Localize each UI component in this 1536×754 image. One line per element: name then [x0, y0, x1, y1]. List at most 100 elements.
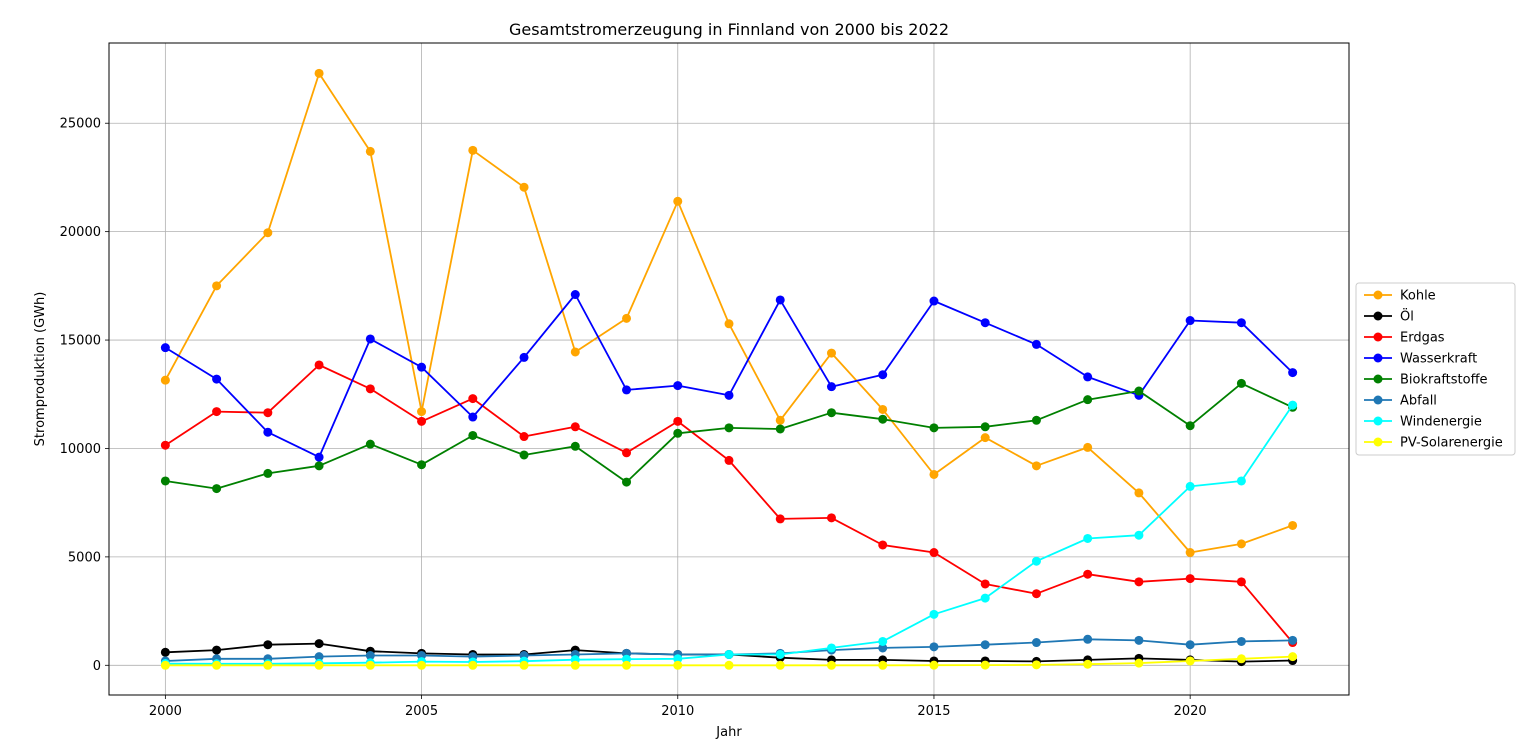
legend-label: Abfall — [1400, 394, 1437, 409]
plot-frame — [108, 42, 1350, 696]
data-point — [1288, 400, 1298, 410]
data-point — [878, 414, 888, 424]
data-point — [724, 660, 734, 670]
data-point — [263, 468, 273, 478]
data-point — [1134, 658, 1144, 668]
data-point — [724, 423, 734, 433]
x-ticks: 2000 2005 2010 2015 2020 — [149, 695, 1207, 719]
data-point — [1236, 539, 1246, 549]
legend-swatch-marker — [1373, 332, 1383, 342]
data-point — [724, 649, 734, 659]
data-point — [673, 196, 683, 206]
data-point — [314, 452, 324, 462]
data-point — [724, 390, 734, 400]
legend: Kohle Öl Erdgas Wasserkraft Biokraftstoffe Ab… — [1355, 282, 1516, 456]
data-point — [673, 381, 683, 391]
data-point — [160, 343, 170, 353]
legend-label: Windenergie — [1400, 415, 1482, 430]
data-point — [826, 382, 836, 392]
data-point — [314, 360, 324, 370]
legend-item: Wasserkraft — [1364, 352, 1477, 367]
data-point — [1083, 533, 1093, 543]
series-wasserkraft — [160, 290, 1298, 462]
data-point — [673, 428, 683, 438]
data-point — [365, 334, 375, 344]
data-point — [570, 660, 580, 670]
data-point — [1185, 316, 1195, 326]
data-point — [417, 362, 427, 372]
data-point — [212, 407, 222, 417]
series-pv-solarenergie — [160, 652, 1298, 670]
legend-swatch-marker — [1373, 353, 1383, 363]
gridlines — [109, 43, 1349, 695]
data-point — [417, 660, 427, 670]
data-point — [1185, 481, 1195, 491]
data-point — [1185, 574, 1195, 584]
data-point — [468, 394, 478, 404]
legend-item: Öl — [1364, 308, 1414, 325]
y-tick-label: 20000 — [60, 225, 101, 240]
data-point — [468, 412, 478, 422]
data-point — [570, 347, 580, 357]
data-point — [1236, 378, 1246, 388]
x-tick-label: 2015 — [917, 704, 950, 719]
data-point — [1083, 442, 1093, 452]
data-point — [314, 68, 324, 78]
data-point — [826, 643, 836, 653]
data-point — [263, 228, 273, 238]
y-axis-label: Stromproduktion (GWh) — [33, 292, 48, 447]
y-tick-label: 25000 — [60, 117, 101, 132]
data-point — [314, 461, 324, 471]
data-point — [212, 484, 222, 494]
data-point — [775, 424, 785, 434]
data-point — [570, 422, 580, 432]
legend-item: PV-Solarenergie — [1364, 436, 1503, 451]
data-point — [1236, 476, 1246, 486]
data-point — [878, 370, 888, 380]
data-point — [1031, 415, 1041, 425]
series-group — [160, 68, 1298, 670]
data-point — [468, 660, 478, 670]
data-point — [365, 660, 375, 670]
data-point — [160, 647, 170, 657]
data-point — [980, 593, 990, 603]
data-point — [570, 441, 580, 451]
series-line — [164, 364, 1294, 644]
data-point — [929, 296, 939, 306]
y-ticks: 0 5000 10000 15000 20000 25000 — [60, 117, 109, 674]
data-point — [1083, 659, 1093, 669]
data-point — [570, 290, 580, 300]
x-tick-label: 2020 — [1174, 704, 1207, 719]
data-point — [929, 660, 939, 670]
data-point — [365, 439, 375, 449]
x-tick-label: 2005 — [405, 704, 438, 719]
data-point — [417, 407, 427, 417]
series-erdgas — [160, 360, 1298, 648]
data-point — [929, 423, 939, 433]
data-point — [929, 642, 939, 652]
data-point — [1288, 635, 1298, 645]
data-point — [1185, 640, 1195, 650]
data-point — [929, 469, 939, 479]
data-point — [314, 639, 324, 649]
data-point — [775, 660, 785, 670]
data-point — [365, 651, 375, 661]
data-point — [622, 385, 632, 395]
data-point — [468, 430, 478, 440]
legend-swatch-marker — [1373, 311, 1383, 321]
data-point — [1236, 577, 1246, 587]
data-point — [1236, 654, 1246, 664]
data-point — [1134, 577, 1144, 587]
series-kohle — [160, 68, 1298, 558]
legend-label: Wasserkraft — [1400, 352, 1477, 367]
data-point — [160, 476, 170, 486]
data-point — [724, 319, 734, 329]
data-point — [314, 660, 324, 670]
data-point — [622, 477, 632, 487]
data-point — [519, 182, 529, 192]
data-point — [878, 660, 888, 670]
data-point — [519, 660, 529, 670]
legend-item: Windenergie — [1364, 415, 1482, 430]
data-point — [263, 408, 273, 418]
data-point — [365, 384, 375, 394]
